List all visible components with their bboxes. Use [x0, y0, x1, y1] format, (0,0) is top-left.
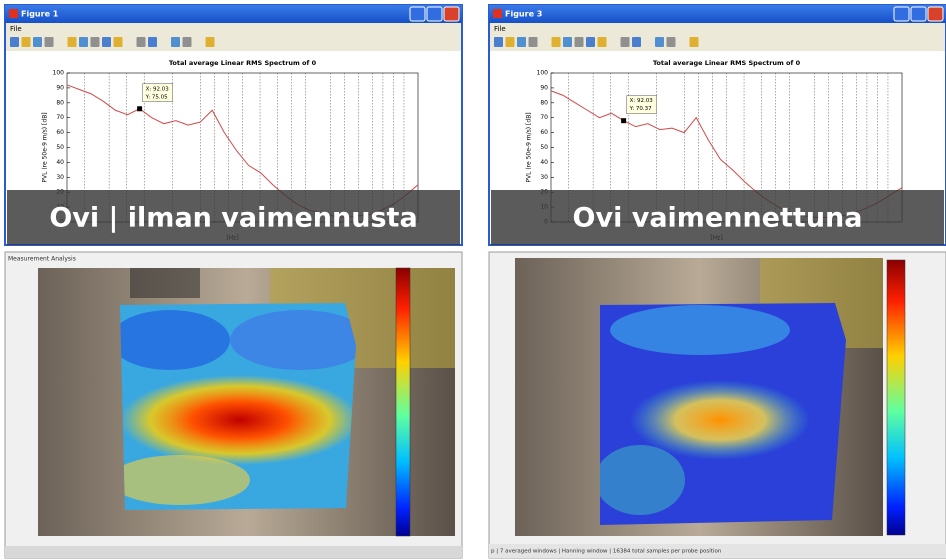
analysis-panel: p | 7 averaged windows | Hanning window … [489, 252, 946, 558]
toolbar-button[interactable] [22, 37, 31, 47]
menu-item[interactable]: File [10, 25, 22, 33]
toolbar-button[interactable] [517, 37, 526, 47]
window-title: Figure 1 [21, 10, 59, 19]
y-tick-label: 60 [56, 129, 64, 136]
toolbar-button[interactable] [114, 37, 123, 47]
toolbar-button[interactable] [586, 37, 595, 47]
datatip-text: X: 92.03 [146, 86, 170, 92]
y-tick-label: 30 [540, 174, 548, 181]
plot-title: Total average Linear RMS Spectrum of 0 [653, 59, 801, 67]
toolbar-button[interactable] [621, 37, 630, 47]
screenshot: Measurement Analysis p | 7 averaged wind… [0, 0, 946, 560]
y-tick-label: 60 [540, 129, 548, 136]
app-icon [9, 9, 18, 18]
toolbar-button[interactable] [206, 37, 215, 47]
datatip-text: Y: 70.37 [629, 106, 652, 112]
toolbar-button[interactable] [10, 37, 19, 47]
toolbar-button[interactable] [575, 37, 584, 47]
toolbar-button[interactable] [68, 37, 77, 47]
figure-window: Figure 3 File Total average Linear RMS Spe… [489, 5, 946, 245]
app-icon [493, 9, 502, 18]
minimize-button[interactable] [894, 7, 909, 21]
window-title: Figure 3 [505, 10, 542, 19]
datatip-text: X: 92.03 [630, 98, 654, 104]
y-tick-label: 80 [56, 99, 64, 106]
y-axis-label: PVL (re 50e-9 m/s) [dB] [42, 112, 49, 182]
toolbar-button[interactable] [91, 37, 100, 47]
y-axis-label: PVL (re 50e-9 m/s) [dB] [526, 112, 533, 182]
toolbar-button[interactable] [506, 37, 515, 47]
toolbar-button[interactable] [598, 37, 607, 47]
toolbar-button[interactable] [563, 37, 572, 47]
y-tick-label: 70 [56, 114, 64, 121]
y-tick-label: 50 [56, 144, 64, 151]
close-button[interactable] [928, 7, 943, 21]
banner-text: Ovi | ilman vaimennusta [49, 203, 417, 234]
minimize-button[interactable] [410, 7, 425, 21]
analysis-panel: Measurement Analysis [5, 252, 462, 558]
y-tick-label: 50 [540, 144, 548, 151]
panel-title: Measurement Analysis [8, 256, 76, 263]
close-button[interactable] [444, 7, 459, 21]
toolbar-button[interactable] [45, 37, 54, 47]
datatip-text: Y: 75.05 [145, 94, 168, 100]
toolbar-button[interactable] [33, 37, 42, 47]
maximize-button[interactable] [427, 7, 442, 21]
toolbar-button[interactable] [690, 37, 699, 47]
y-tick-label: 40 [540, 159, 548, 166]
menu-item[interactable]: File [494, 25, 506, 33]
y-tick-label: 90 [56, 84, 64, 91]
toolbar-button[interactable] [655, 37, 664, 47]
menu-bar [6, 23, 461, 34]
banner-text: Ovi vaimennettuna [573, 203, 863, 234]
maximize-button[interactable] [911, 7, 926, 21]
toolbar-button[interactable] [79, 37, 88, 47]
datatip-marker [137, 106, 142, 111]
y-tick-label: 70 [540, 114, 548, 121]
y-tick-label: 30 [56, 174, 64, 181]
datatip-marker [621, 118, 626, 123]
toolbar-button[interactable] [494, 37, 503, 47]
menu-bar [490, 23, 945, 34]
y-tick-label: 100 [537, 70, 549, 77]
toolbar-button[interactable] [667, 37, 676, 47]
toolbar-button[interactable] [632, 37, 641, 47]
status-text: p | 7 averaged windows | Hanning window … [491, 549, 722, 555]
y-tick-label: 40 [56, 159, 64, 166]
figure-window: Figure 1 File Total average Linear RMS Spe… [5, 5, 462, 245]
toolbar-button[interactable] [148, 37, 157, 47]
toolbar-button[interactable] [552, 37, 561, 47]
plot-title: Total average Linear RMS Spectrum of 0 [169, 59, 317, 67]
title-bar [489, 5, 946, 23]
toolbar-button[interactable] [171, 37, 180, 47]
toolbar-button[interactable] [183, 37, 192, 47]
y-tick-label: 80 [540, 99, 548, 106]
toolbar-button[interactable] [102, 37, 111, 47]
y-tick-label: 100 [53, 70, 65, 77]
toolbar-button[interactable] [137, 37, 146, 47]
title-bar [5, 5, 462, 23]
toolbar-button[interactable] [529, 37, 538, 47]
y-tick-label: 90 [540, 84, 548, 91]
